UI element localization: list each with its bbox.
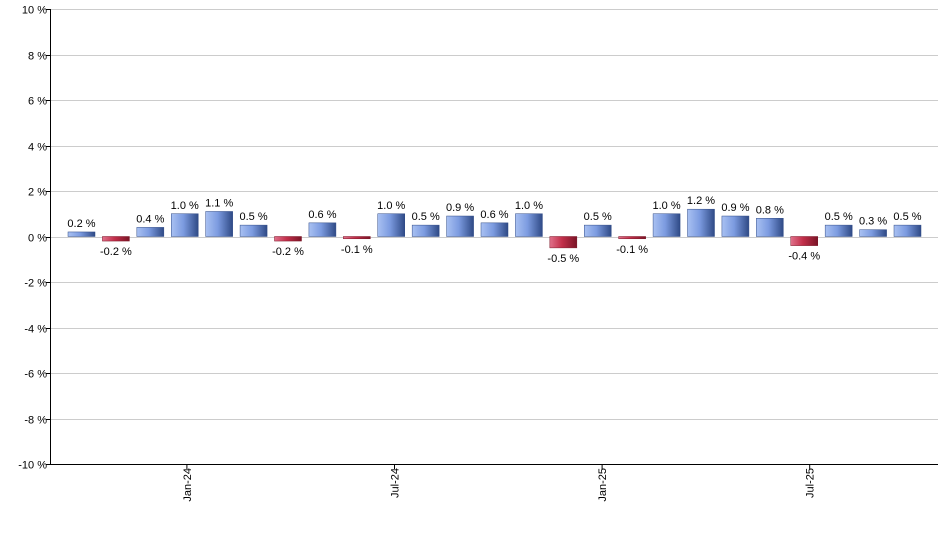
- data-label: 0.6 %: [308, 209, 336, 221]
- axes: [50, 9, 938, 465]
- data-label: 0.6 %: [480, 209, 508, 221]
- data-label: 0.9 %: [446, 202, 474, 214]
- data-label: 0.3 %: [859, 216, 887, 228]
- data-label: -0.1 %: [341, 244, 373, 256]
- data-label: 0.5 %: [825, 211, 853, 223]
- bar: [515, 213, 543, 237]
- bar: [274, 236, 302, 242]
- bar: [652, 213, 681, 237]
- y-tick-label: 0 %: [28, 233, 47, 245]
- data-label: 0.8 %: [756, 204, 784, 216]
- data-label: 1.0 %: [653, 200, 681, 212]
- data-label: 0.5 %: [893, 211, 921, 223]
- bar: [859, 229, 887, 237]
- data-label: 1.2 %: [687, 195, 715, 207]
- y-tick-label: -8 %: [24, 415, 47, 427]
- bar: [584, 224, 612, 237]
- bar: [377, 213, 405, 237]
- bar: [171, 213, 199, 237]
- y-tick-label: -4 %: [24, 324, 47, 336]
- bar: [618, 236, 646, 240]
- y-tick-label: 2 %: [28, 187, 47, 199]
- bar: [102, 236, 130, 242]
- bar: [446, 215, 474, 237]
- y-tick-label: 4 %: [28, 142, 47, 154]
- bar: [308, 222, 337, 237]
- data-label: 1.0 %: [377, 200, 405, 212]
- data-label: 1.0 %: [171, 200, 199, 212]
- x-tick-label: Jul-24: [390, 468, 402, 498]
- bar: [893, 224, 922, 237]
- bars: [67, 208, 922, 249]
- y-tick-label: 8 %: [28, 51, 47, 63]
- bar: [824, 224, 853, 237]
- x-tick-label: Jan-25: [597, 468, 609, 502]
- y-axis-ticks: 10 % 8 % 6 % 4 % 2 % 0 % -2 % -4 % -6 % -8 % -10 %: [18, 5, 50, 472]
- bar: [721, 215, 750, 237]
- data-label: -0.2 %: [272, 246, 304, 258]
- data-label: 1.1 %: [205, 197, 233, 209]
- bar: [687, 208, 715, 237]
- bar: [343, 236, 371, 240]
- bar: [549, 236, 578, 249]
- data-label: -0.5 %: [547, 253, 579, 265]
- bar: [790, 236, 818, 246]
- y-tick-label: -6 %: [24, 369, 47, 381]
- y-tick-label: -2 %: [24, 278, 47, 290]
- data-labels: 0.2 % -0.2 % 0.4 % 1.0 % 1.1 % 0.5 % -0.2 % 0.6…: [67, 195, 921, 265]
- x-axis-ticks: Jan-24 Jul-24 Jan-25 Jul-25: [182, 464, 817, 502]
- bar: [480, 222, 509, 237]
- bar: [67, 231, 96, 237]
- y-tick-label: -10 %: [18, 460, 47, 472]
- data-label: 0.2 %: [67, 218, 95, 230]
- bar: [205, 211, 233, 237]
- bar: [411, 224, 440, 237]
- data-label: -0.1 %: [616, 244, 648, 256]
- bar: [239, 224, 268, 237]
- x-tick-label: Jul-25: [805, 468, 817, 498]
- data-label: -0.4 %: [788, 251, 820, 263]
- data-label: 0.9 %: [721, 202, 749, 214]
- y-tick-label: 6 %: [28, 96, 47, 108]
- data-label: 0.5 %: [584, 211, 612, 223]
- data-label: 0.4 %: [136, 213, 164, 225]
- data-label: -0.2 %: [100, 246, 132, 258]
- bar: [756, 218, 784, 237]
- data-label: 0.5 %: [240, 211, 268, 223]
- y-tick-label: 10 %: [22, 5, 47, 17]
- x-tick-label: Jan-24: [182, 468, 194, 502]
- data-label: 0.5 %: [412, 211, 440, 223]
- bar: [136, 227, 165, 237]
- data-label: 1.0 %: [515, 200, 543, 212]
